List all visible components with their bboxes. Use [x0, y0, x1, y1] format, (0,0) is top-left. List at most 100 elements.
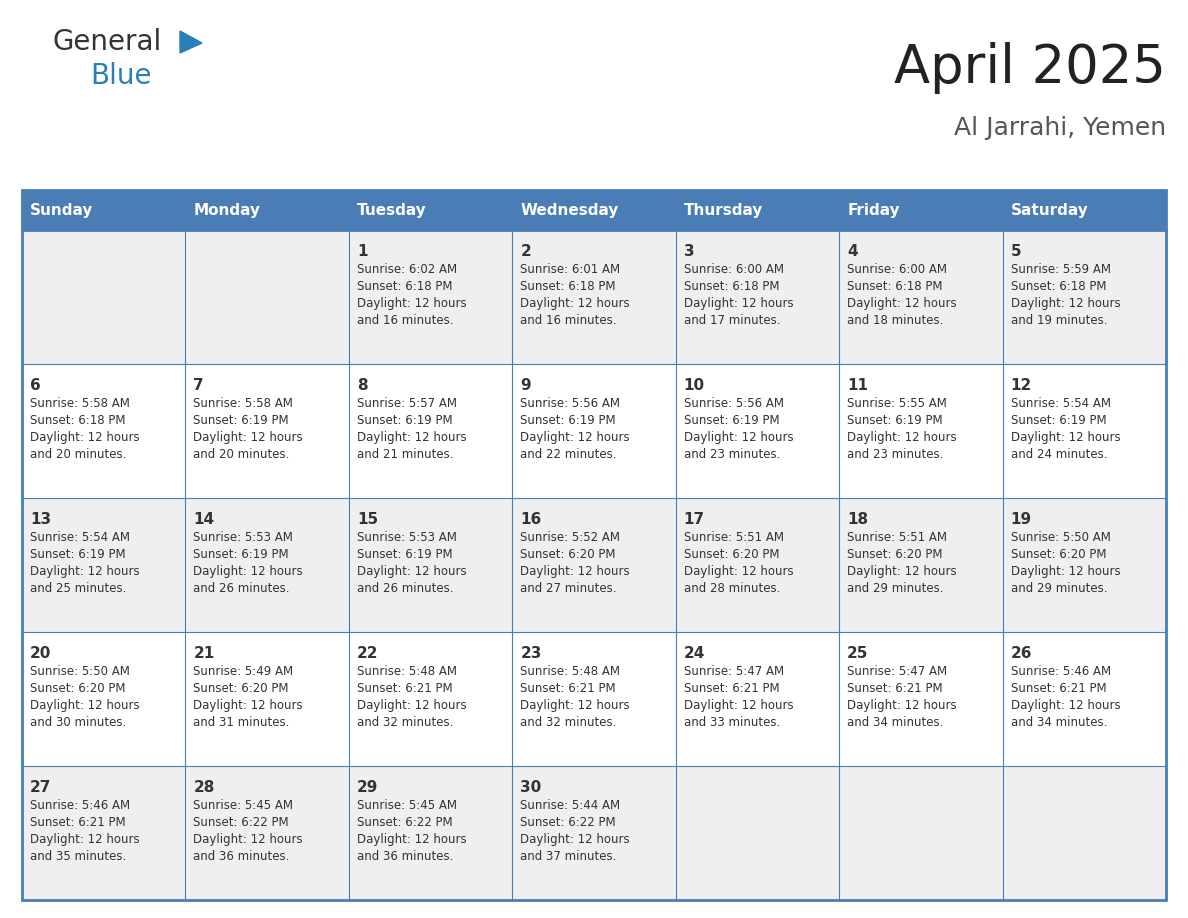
Bar: [512, 230, 676, 364]
Text: Sunset: 6:21 PM: Sunset: 6:21 PM: [684, 682, 779, 695]
Text: Sunset: 6:18 PM: Sunset: 6:18 PM: [30, 414, 126, 427]
Text: Daylight: 12 hours: Daylight: 12 hours: [356, 297, 467, 310]
Text: Sunset: 6:22 PM: Sunset: 6:22 PM: [520, 816, 615, 829]
Bar: [676, 190, 839, 230]
Text: and 26 minutes.: and 26 minutes.: [194, 582, 290, 595]
Text: Saturday: Saturday: [1011, 203, 1088, 218]
Text: 2: 2: [520, 244, 531, 259]
Text: Sunrise: 5:45 AM: Sunrise: 5:45 AM: [194, 799, 293, 812]
Text: and 23 minutes.: and 23 minutes.: [684, 448, 781, 461]
Text: and 36 minutes.: and 36 minutes.: [356, 850, 454, 863]
Text: Daylight: 12 hours: Daylight: 12 hours: [1011, 297, 1120, 310]
Text: Sunday: Sunday: [30, 203, 94, 218]
Text: 26: 26: [1011, 646, 1032, 661]
Text: Sunrise: 5:49 AM: Sunrise: 5:49 AM: [194, 665, 293, 678]
Bar: [185, 498, 349, 632]
Text: 11: 11: [847, 378, 868, 393]
Text: Daylight: 12 hours: Daylight: 12 hours: [520, 565, 630, 578]
Bar: [512, 190, 676, 230]
Text: Sunrise: 6:00 AM: Sunrise: 6:00 AM: [684, 263, 784, 276]
Text: Sunset: 6:18 PM: Sunset: 6:18 PM: [684, 280, 779, 293]
Text: Daylight: 12 hours: Daylight: 12 hours: [356, 565, 467, 578]
Text: and 20 minutes.: and 20 minutes.: [30, 448, 126, 461]
Bar: [512, 498, 676, 632]
Text: and 31 minutes.: and 31 minutes.: [194, 716, 290, 729]
Text: 18: 18: [847, 512, 868, 527]
Text: Daylight: 12 hours: Daylight: 12 hours: [684, 565, 794, 578]
Text: Thursday: Thursday: [684, 203, 763, 218]
Text: Sunrise: 5:46 AM: Sunrise: 5:46 AM: [30, 799, 131, 812]
Text: and 32 minutes.: and 32 minutes.: [356, 716, 454, 729]
Text: Monday: Monday: [194, 203, 260, 218]
Text: Sunset: 6:21 PM: Sunset: 6:21 PM: [1011, 682, 1106, 695]
Text: Sunset: 6:20 PM: Sunset: 6:20 PM: [30, 682, 126, 695]
Bar: [839, 766, 1003, 900]
Bar: [23, 230, 185, 364]
Text: Sunrise: 5:55 AM: Sunrise: 5:55 AM: [847, 397, 947, 410]
Text: Sunset: 6:21 PM: Sunset: 6:21 PM: [847, 682, 943, 695]
Bar: [349, 632, 512, 766]
Text: 27: 27: [30, 780, 51, 795]
Text: 16: 16: [520, 512, 542, 527]
Bar: [839, 498, 1003, 632]
Text: Daylight: 12 hours: Daylight: 12 hours: [847, 699, 956, 712]
Text: and 29 minutes.: and 29 minutes.: [847, 582, 943, 595]
Text: Al Jarrahi, Yemen: Al Jarrahi, Yemen: [954, 116, 1165, 140]
Bar: [839, 190, 1003, 230]
Bar: [349, 498, 512, 632]
Text: Sunrise: 5:53 AM: Sunrise: 5:53 AM: [356, 531, 456, 544]
Bar: [185, 230, 349, 364]
Text: Daylight: 12 hours: Daylight: 12 hours: [847, 565, 956, 578]
Text: and 21 minutes.: and 21 minutes.: [356, 448, 454, 461]
Text: Sunset: 6:19 PM: Sunset: 6:19 PM: [194, 548, 289, 561]
Text: Sunset: 6:20 PM: Sunset: 6:20 PM: [520, 548, 615, 561]
Text: Sunrise: 5:50 AM: Sunrise: 5:50 AM: [30, 665, 129, 678]
Text: Daylight: 12 hours: Daylight: 12 hours: [684, 297, 794, 310]
Text: Sunset: 6:19 PM: Sunset: 6:19 PM: [356, 414, 453, 427]
Text: Daylight: 12 hours: Daylight: 12 hours: [1011, 565, 1120, 578]
Text: 5: 5: [1011, 244, 1022, 259]
Text: and 16 minutes.: and 16 minutes.: [356, 314, 454, 327]
Text: Daylight: 12 hours: Daylight: 12 hours: [30, 699, 140, 712]
Text: and 20 minutes.: and 20 minutes.: [194, 448, 290, 461]
Text: 24: 24: [684, 646, 706, 661]
Text: and 22 minutes.: and 22 minutes.: [520, 448, 617, 461]
Text: Daylight: 12 hours: Daylight: 12 hours: [356, 833, 467, 846]
Text: Blue: Blue: [90, 62, 152, 90]
Text: Sunset: 6:21 PM: Sunset: 6:21 PM: [30, 816, 126, 829]
Text: Sunset: 6:18 PM: Sunset: 6:18 PM: [847, 280, 942, 293]
Text: 22: 22: [356, 646, 378, 661]
Text: 15: 15: [356, 512, 378, 527]
Text: Daylight: 12 hours: Daylight: 12 hours: [520, 699, 630, 712]
Text: Daylight: 12 hours: Daylight: 12 hours: [194, 431, 303, 444]
Text: Daylight: 12 hours: Daylight: 12 hours: [847, 431, 956, 444]
Bar: [512, 364, 676, 498]
Text: and 30 minutes.: and 30 minutes.: [30, 716, 126, 729]
Bar: [1003, 498, 1165, 632]
Text: Sunset: 6:19 PM: Sunset: 6:19 PM: [356, 548, 453, 561]
Text: Sunset: 6:18 PM: Sunset: 6:18 PM: [1011, 280, 1106, 293]
Bar: [185, 190, 349, 230]
Bar: [349, 766, 512, 900]
Text: Daylight: 12 hours: Daylight: 12 hours: [30, 565, 140, 578]
Text: Daylight: 12 hours: Daylight: 12 hours: [194, 565, 303, 578]
Text: Wednesday: Wednesday: [520, 203, 619, 218]
Text: Daylight: 12 hours: Daylight: 12 hours: [520, 833, 630, 846]
Text: and 17 minutes.: and 17 minutes.: [684, 314, 781, 327]
Text: 12: 12: [1011, 378, 1032, 393]
Bar: [23, 190, 1165, 900]
Text: Sunset: 6:19 PM: Sunset: 6:19 PM: [1011, 414, 1106, 427]
Bar: [23, 190, 185, 230]
Polygon shape: [181, 31, 202, 53]
Text: 1: 1: [356, 244, 367, 259]
Text: Sunset: 6:20 PM: Sunset: 6:20 PM: [847, 548, 942, 561]
Text: Sunset: 6:20 PM: Sunset: 6:20 PM: [194, 682, 289, 695]
Text: 20: 20: [30, 646, 51, 661]
Text: 8: 8: [356, 378, 367, 393]
Bar: [349, 190, 512, 230]
Text: Daylight: 12 hours: Daylight: 12 hours: [30, 431, 140, 444]
Text: Sunrise: 5:48 AM: Sunrise: 5:48 AM: [356, 665, 457, 678]
Text: Daylight: 12 hours: Daylight: 12 hours: [194, 699, 303, 712]
Text: Sunrise: 5:47 AM: Sunrise: 5:47 AM: [684, 665, 784, 678]
Text: Daylight: 12 hours: Daylight: 12 hours: [1011, 699, 1120, 712]
